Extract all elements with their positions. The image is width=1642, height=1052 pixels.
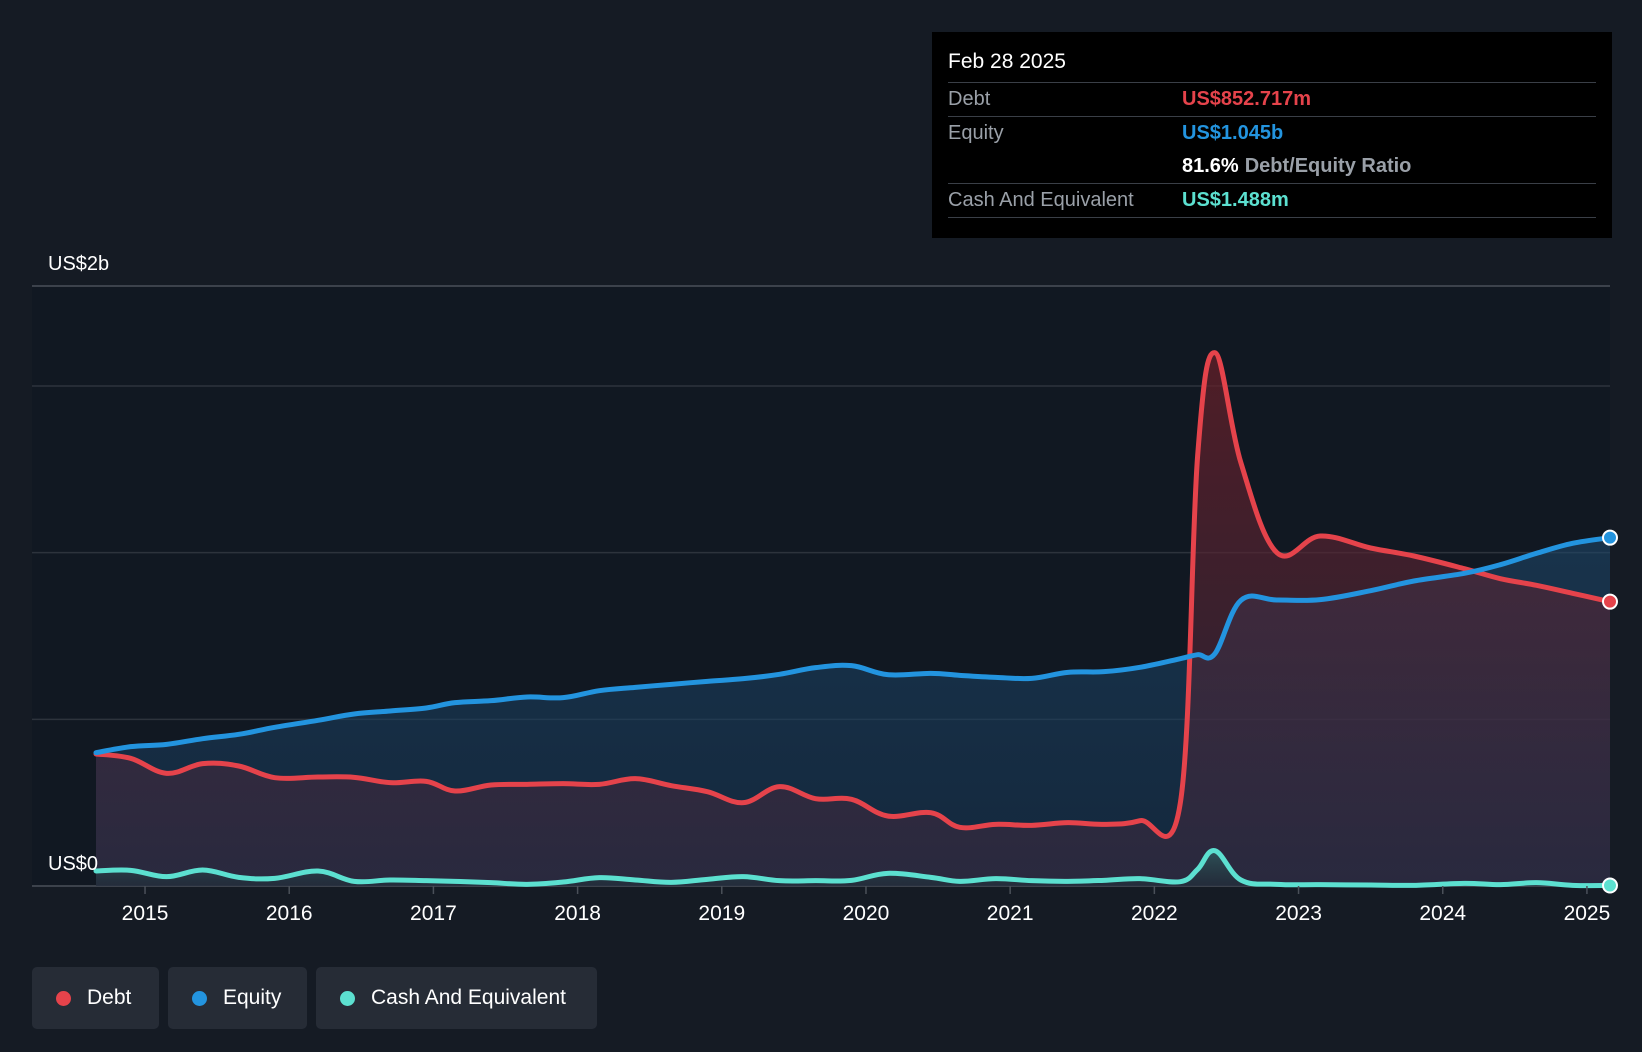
x-tick-label-2018: 2018	[554, 902, 601, 925]
line-equity	[93, 535, 1613, 756]
legend-dot-equity-icon	[192, 990, 207, 1006]
endpoint-cash	[1602, 877, 1618, 894]
tooltip-ratio-value: 81.6%	[1182, 155, 1239, 177]
legend-label-cash: Cash And Equivalent	[371, 986, 566, 1009]
tooltip-equity-value: US$1.045b	[1182, 122, 1284, 144]
tooltip-row-debt: Debt US$852.717m	[948, 82, 1596, 116]
line-cash	[93, 848, 1613, 889]
series-areas	[96, 352, 1610, 886]
legend-item-debt[interactable]: Debt	[32, 967, 159, 1029]
tooltip-equity-label: Equity	[948, 122, 1004, 144]
x-tick-label-2024: 2024	[1419, 902, 1466, 925]
tooltip-debt-value: US$852.717m	[1182, 88, 1311, 110]
tooltip-date: Feb 28 2025	[948, 50, 1066, 73]
endpoint-debt	[1602, 593, 1618, 610]
area-cash	[96, 850, 1610, 886]
x-tick-label-2022: 2022	[1131, 902, 1178, 925]
area-debt	[96, 352, 1610, 886]
tooltip-cash-value: US$1.488m	[1182, 189, 1289, 211]
tooltip-panel: Feb 28 2025 Debt US$852.717m Equity US$1…	[932, 32, 1612, 238]
x-tick-label-2016: 2016	[266, 902, 313, 925]
x-tick-label-2021: 2021	[987, 902, 1034, 925]
tooltip-row-ratio: 81.6% Debt/Equity Ratio	[948, 150, 1596, 183]
series-lines	[93, 350, 1613, 889]
line-debt	[93, 350, 1613, 839]
series-endpoints	[1602, 529, 1618, 894]
legend-item-equity[interactable]: Equity	[168, 967, 307, 1029]
legend-label-debt: Debt	[87, 986, 132, 1009]
tooltip-row-cash: Cash And Equivalent US$1.488m	[948, 183, 1596, 218]
tooltip-debt-label: Debt	[948, 88, 991, 110]
y-axis-top-label: US$2b	[48, 253, 109, 275]
x-tick-label-2023: 2023	[1275, 902, 1322, 925]
chart-legend: Debt Equity Cash And Equivalent	[32, 967, 597, 1029]
x-tick-label-2025: 2025	[1564, 902, 1611, 925]
legend-item-cash[interactable]: Cash And Equivalent	[316, 967, 597, 1029]
x-tick-label-2020: 2020	[843, 902, 890, 925]
legend-label-equity: Equity	[223, 986, 282, 1009]
x-tick-label-2017: 2017	[410, 902, 457, 925]
endpoint-equity	[1602, 529, 1618, 546]
x-tick-label-2015: 2015	[122, 902, 169, 925]
tooltip-cash-label: Cash And Equivalent	[948, 189, 1134, 211]
tooltip-ratio-label: Debt/Equity Ratio	[1244, 155, 1412, 177]
legend-dot-debt-icon	[56, 990, 71, 1006]
x-tick-label-2019: 2019	[698, 902, 745, 925]
x-axis-ticks: 2015 2016 2017 2018 2019 2020 2021 2022 2023 2024…	[122, 886, 1611, 925]
legend-dot-cash-icon	[340, 990, 355, 1006]
tooltip-row-equity: Equity US$1.045b	[948, 116, 1596, 150]
y-axis-bottom-label: US$0	[48, 853, 98, 875]
